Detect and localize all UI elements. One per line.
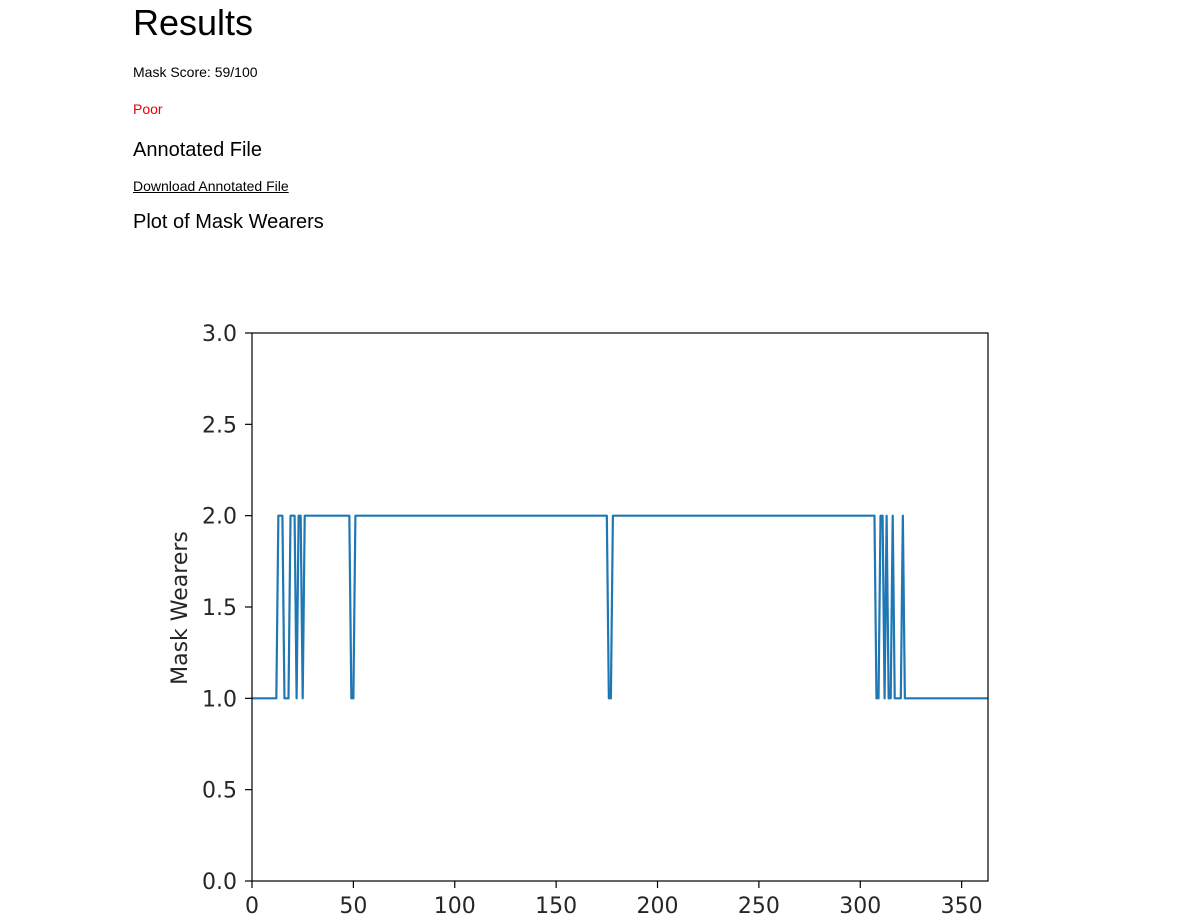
x-tick-label: 200 <box>637 894 679 919</box>
annotated-file-heading: Annotated File <box>133 139 262 161</box>
y-tick-label: 2.5 <box>202 413 237 438</box>
y-tick-label: 2.0 <box>202 505 237 530</box>
x-tick-label: 300 <box>839 894 881 919</box>
y-tick-label: 3.0 <box>202 322 237 347</box>
x-tick-label: 250 <box>738 894 780 919</box>
y-axis: 0.0 0.5 1.0 1.5 2.0 2.5 3.0 <box>202 322 252 895</box>
download-annotated-file-link[interactable]: Download Annotated File <box>133 178 289 194</box>
plot-frame <box>251 332 989 882</box>
x-tick-label: 350 <box>941 894 983 919</box>
x-tick-label: 0 <box>245 894 259 919</box>
x-tick-label: 100 <box>434 894 476 919</box>
mask-score-text: Mask Score: 59/100 <box>133 64 258 80</box>
mask-wearers-chart: 0.0 0.5 1.0 1.5 2.0 2.5 3.0 0 50 100 150 200 250 300… <box>168 322 989 919</box>
rating-text: Poor <box>133 101 163 117</box>
page-title: Results <box>133 2 254 43</box>
x-axis: 0 50 100 150 200 250 300 350 <box>245 881 983 919</box>
plot-area <box>251 332 989 882</box>
y-tick-label: 0.5 <box>202 779 237 804</box>
x-tick-label: 150 <box>535 894 577 919</box>
y-tick-label: 1.0 <box>202 687 237 712</box>
series-line-0 <box>252 514 988 700</box>
y-axis-label: Mask Wearers <box>168 531 193 685</box>
y-tick-label: 0.0 <box>202 870 237 895</box>
y-tick-label: 1.5 <box>202 596 237 621</box>
plot-heading: Plot of Mask Wearers <box>133 211 324 233</box>
x-tick-label: 50 <box>339 894 367 919</box>
